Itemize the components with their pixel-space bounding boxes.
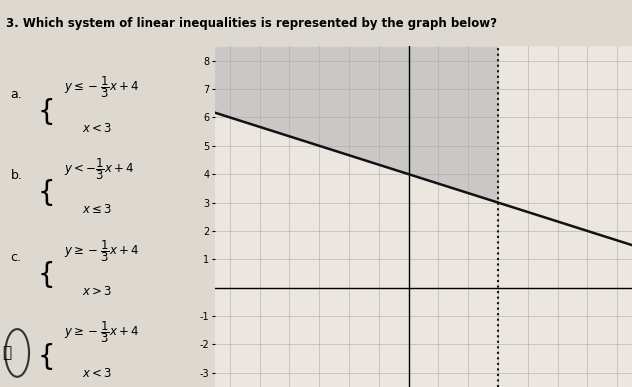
Text: $y \leq -\dfrac{1}{3}x + 4$: $y \leq -\dfrac{1}{3}x + 4$ — [64, 74, 140, 100]
Text: $\{$: $\{$ — [37, 177, 52, 208]
Text: $y \geq -\dfrac{1}{3}x + 4$: $y \geq -\dfrac{1}{3}x + 4$ — [64, 320, 140, 345]
Text: a.: a. — [11, 87, 23, 101]
Text: $x < 3$: $x < 3$ — [82, 367, 112, 380]
Text: $\{$: $\{$ — [37, 341, 52, 372]
Text: 3. Which system of linear inequalities is represented by the graph below?: 3. Which system of linear inequalities i… — [6, 17, 497, 30]
Text: c.: c. — [11, 251, 21, 264]
Text: $x > 3$: $x > 3$ — [82, 285, 112, 298]
Text: $x < 3$: $x < 3$ — [82, 122, 112, 135]
Polygon shape — [215, 46, 498, 202]
Text: b.: b. — [11, 170, 23, 182]
Text: $x \leq 3$: $x \leq 3$ — [82, 204, 112, 216]
Text: $y \geq -\dfrac{1}{3}x + 4$: $y \geq -\dfrac{1}{3}x + 4$ — [64, 238, 140, 264]
Text: 🖊: 🖊 — [2, 346, 11, 360]
Text: $\{$: $\{$ — [37, 96, 52, 127]
Text: $\{$: $\{$ — [37, 259, 52, 290]
Text: $y < -\dfrac{1}{3}x + 4$: $y < -\dfrac{1}{3}x + 4$ — [64, 156, 135, 182]
